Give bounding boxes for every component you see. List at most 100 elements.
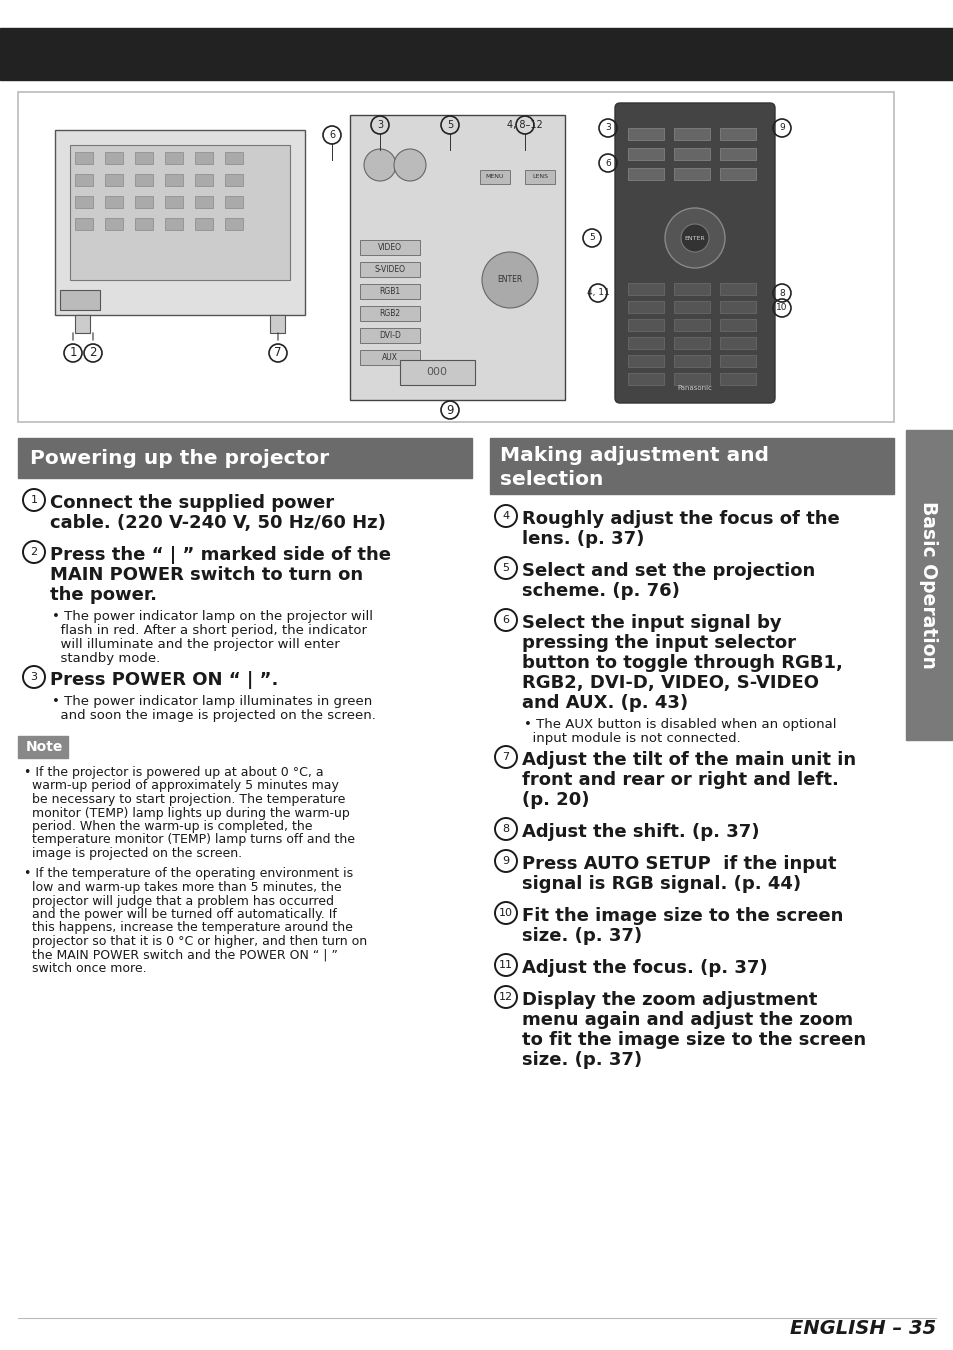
Bar <box>135 174 152 186</box>
Text: • The power indicator lamp illuminates in green: • The power indicator lamp illuminates i… <box>52 695 372 707</box>
Bar <box>75 217 92 230</box>
Text: ENTER: ENTER <box>497 275 522 285</box>
Text: 8: 8 <box>779 289 784 297</box>
Bar <box>673 167 709 180</box>
Circle shape <box>364 148 395 181</box>
Bar <box>359 306 419 321</box>
Text: • The power indicator lamp on the projector will: • The power indicator lamp on the projec… <box>52 610 373 622</box>
Text: Press the “ | ” marked side of the: Press the “ | ” marked side of the <box>50 545 391 564</box>
Bar <box>627 338 663 350</box>
Text: Press POWER ON “ | ”.: Press POWER ON “ | ”. <box>50 671 278 689</box>
Text: 9: 9 <box>502 856 509 865</box>
Text: be necessary to start projection. The temperature: be necessary to start projection. The te… <box>24 792 345 806</box>
Text: ENTER: ENTER <box>684 235 704 240</box>
Text: period. When the warm-up is completed, the: period. When the warm-up is completed, t… <box>24 819 313 833</box>
Text: 6: 6 <box>502 616 509 625</box>
Bar <box>105 174 123 186</box>
Bar <box>270 315 285 333</box>
Text: 11: 11 <box>498 960 513 971</box>
Text: 4: 4 <box>502 512 509 521</box>
Circle shape <box>664 208 724 269</box>
Text: Connect the supplied power: Connect the supplied power <box>50 494 334 512</box>
Bar <box>75 153 92 163</box>
FancyBboxPatch shape <box>615 103 774 404</box>
Text: this happens, increase the temperature around the: this happens, increase the temperature a… <box>24 922 353 934</box>
Text: Adjust the focus. (p. 37): Adjust the focus. (p. 37) <box>521 958 767 977</box>
Text: signal is RGB signal. (p. 44): signal is RGB signal. (p. 44) <box>521 875 801 892</box>
Bar <box>194 196 213 208</box>
Text: DVI-D: DVI-D <box>378 331 400 340</box>
Text: 000: 000 <box>426 367 447 377</box>
Text: Adjust the shift. (p. 37): Adjust the shift. (p. 37) <box>521 824 759 841</box>
Bar <box>105 217 123 230</box>
Text: scheme. (p. 76): scheme. (p. 76) <box>521 582 679 599</box>
Text: 8: 8 <box>502 824 509 834</box>
Text: Note: Note <box>26 740 63 755</box>
Circle shape <box>394 148 426 181</box>
Text: Basic Operation: Basic Operation <box>919 501 938 670</box>
Text: the power.: the power. <box>50 586 157 603</box>
Bar <box>18 92 893 423</box>
Bar <box>75 196 92 208</box>
Text: standby mode.: standby mode. <box>52 652 160 666</box>
Text: 9: 9 <box>779 123 784 132</box>
Circle shape <box>481 252 537 308</box>
Text: 9: 9 <box>446 404 454 417</box>
Text: 7: 7 <box>502 752 509 761</box>
Text: and AUX. (p. 43): and AUX. (p. 43) <box>521 694 687 711</box>
Text: • If the projector is powered up at about 0 °C, a: • If the projector is powered up at abou… <box>24 765 323 779</box>
Bar <box>673 373 709 385</box>
Bar <box>720 319 755 331</box>
Bar <box>627 128 663 140</box>
Text: will illuminate and the projector will enter: will illuminate and the projector will e… <box>52 639 339 651</box>
Text: 6: 6 <box>604 158 610 167</box>
Bar <box>399 360 475 385</box>
Bar <box>673 319 709 331</box>
Text: cable. (220 V-240 V, 50 Hz/60 Hz): cable. (220 V-240 V, 50 Hz/60 Hz) <box>50 514 385 532</box>
Text: the MAIN POWER switch and the POWER ON “ | ”: the MAIN POWER switch and the POWER ON “… <box>24 949 337 961</box>
Text: size. (p. 37): size. (p. 37) <box>521 1052 641 1069</box>
Bar <box>359 262 419 277</box>
Text: 6: 6 <box>329 130 335 140</box>
Text: 3: 3 <box>30 672 37 682</box>
Text: S-VIDEO: S-VIDEO <box>375 265 405 274</box>
Bar <box>165 196 183 208</box>
Bar <box>359 240 419 255</box>
Text: RGB2, DVI-D, VIDEO, S-VIDEO: RGB2, DVI-D, VIDEO, S-VIDEO <box>521 674 818 693</box>
Text: image is projected on the screen.: image is projected on the screen. <box>24 846 242 860</box>
Text: menu again and adjust the zoom: menu again and adjust the zoom <box>521 1011 852 1029</box>
Bar <box>18 437 472 478</box>
Text: 3: 3 <box>376 120 383 130</box>
Bar <box>165 174 183 186</box>
Text: temperature monitor (TEMP) lamp turns off and the: temperature monitor (TEMP) lamp turns of… <box>24 833 355 846</box>
Bar <box>720 373 755 385</box>
Bar <box>135 153 152 163</box>
Text: projector will judge that a problem has occurred: projector will judge that a problem has … <box>24 895 334 907</box>
Bar <box>720 148 755 161</box>
Bar <box>0 28 953 80</box>
Bar <box>105 153 123 163</box>
Text: 5: 5 <box>502 563 509 572</box>
Bar <box>627 355 663 367</box>
Bar <box>75 315 90 333</box>
Bar <box>359 350 419 365</box>
Bar <box>673 301 709 313</box>
Bar <box>627 319 663 331</box>
Text: 2: 2 <box>30 547 37 558</box>
Bar <box>55 130 305 315</box>
Bar <box>225 217 243 230</box>
Bar <box>905 431 951 740</box>
Text: • The AUX button is disabled when an optional: • The AUX button is disabled when an opt… <box>523 718 836 730</box>
Bar <box>720 128 755 140</box>
Bar <box>627 167 663 180</box>
Text: projector so that it is 0 °C or higher, and then turn on: projector so that it is 0 °C or higher, … <box>24 936 367 948</box>
Bar <box>350 115 564 400</box>
Bar <box>194 153 213 163</box>
Text: • If the temperature of the operating environment is: • If the temperature of the operating en… <box>24 868 353 880</box>
Text: and the power will be turned off automatically. If: and the power will be turned off automat… <box>24 909 336 921</box>
Text: 4, 8–12: 4, 8–12 <box>507 120 542 130</box>
Bar <box>194 174 213 186</box>
Bar <box>165 153 183 163</box>
Text: Fit the image size to the screen: Fit the image size to the screen <box>521 907 842 925</box>
Text: 1: 1 <box>30 495 37 505</box>
